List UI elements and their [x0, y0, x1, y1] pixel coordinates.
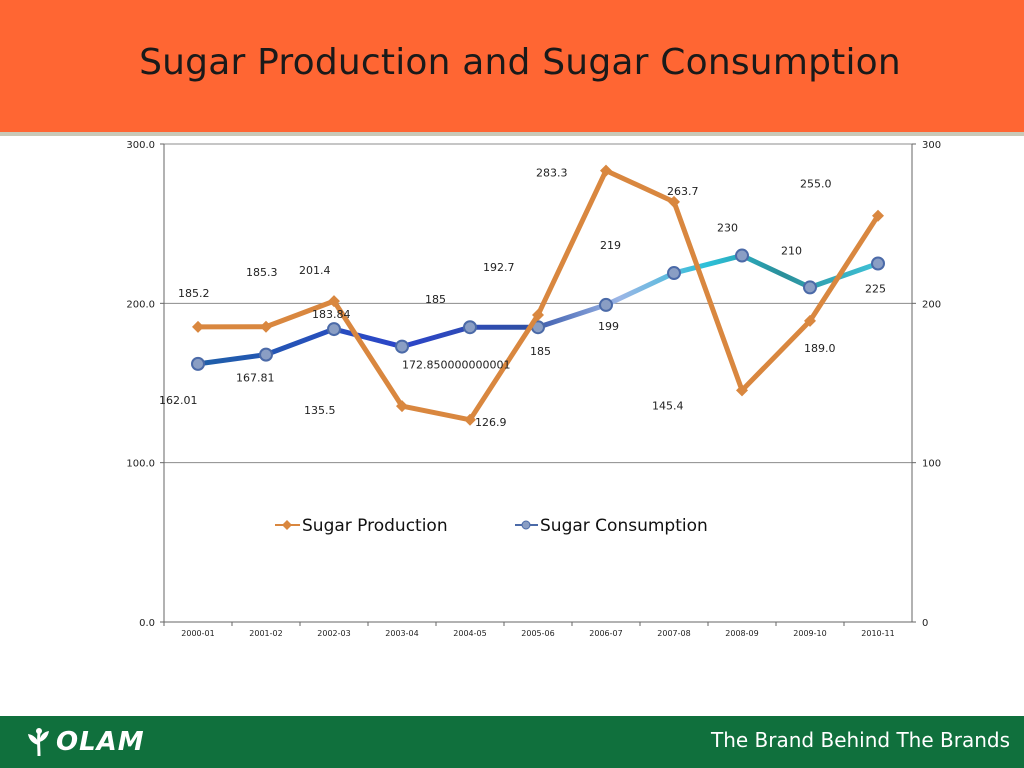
production-data-label: 145.4	[652, 399, 684, 412]
y-left-tick-label: 300.0	[126, 140, 155, 151]
consumption-data-label: 185	[425, 293, 446, 306]
consumption-point	[667, 266, 681, 281]
data-labels: 185.2 185.3 201.4 135.5 126.9 192.7 283.3 263.7…	[159, 167, 886, 429]
legend-production-marker	[282, 520, 292, 530]
production-data-label: 263.7	[667, 185, 699, 198]
production-point	[464, 413, 476, 426]
consumption-point	[191, 356, 205, 371]
legend-consumption-label: Sugar Consumption	[540, 516, 708, 536]
y-left-tick-label: 0.0	[139, 618, 155, 629]
consumption-data-label: 230	[717, 222, 738, 235]
consumption-point	[327, 322, 341, 337]
consumption-point	[803, 280, 817, 295]
x-tick-label: 2001-02	[249, 629, 282, 638]
logo-text: OLAM	[56, 727, 145, 757]
legend-consumption-marker	[521, 520, 531, 530]
production-point	[260, 320, 272, 333]
production-data-label: 185.2	[178, 287, 210, 300]
consumption-point	[259, 347, 273, 362]
production-point	[804, 314, 816, 327]
x-tick-label: 2004-05	[453, 629, 486, 638]
production-point	[736, 384, 748, 397]
production-data-label: 201.4	[299, 264, 331, 277]
grid-lines	[164, 143, 912, 464]
consumption-data-label: 225	[865, 283, 886, 296]
tagline: The Brand Behind The Brands	[710, 728, 1010, 752]
legend: Sugar Production Sugar Consumption	[275, 516, 708, 536]
production-data-label: 126.9	[475, 416, 507, 429]
legend-production-label: Sugar Production	[302, 516, 448, 536]
y-right-tick-label: 300	[922, 140, 941, 151]
production-line	[197, 168, 881, 423]
production-point	[668, 195, 680, 208]
consumption-data-label: 183.84	[312, 308, 351, 321]
y-right-tick-label: 0	[922, 618, 928, 629]
production-data-label: 283.3	[536, 167, 568, 180]
consumption-data-label: 162.01	[159, 394, 198, 407]
consumption-point	[463, 320, 477, 335]
consumption-point	[735, 248, 749, 263]
production-point	[328, 295, 340, 308]
x-tick-label: 2006-07	[589, 629, 622, 638]
x-tick-label: 2009-10	[793, 629, 826, 638]
production-point	[396, 400, 408, 413]
x-tick-label: 2002-03	[317, 629, 350, 638]
production-point	[192, 320, 204, 333]
consumption-data-label: 185	[530, 345, 551, 358]
consumption-point	[871, 256, 885, 271]
x-tick-label: 2003-04	[385, 629, 418, 638]
y-right-tick-label: 200	[922, 299, 941, 310]
consumption-point	[599, 297, 613, 312]
y-left-tick-label: 200.0	[126, 299, 155, 310]
line-chart: 0.0 0 100.0 100 200.0 200 300.0 300 2000-01 2001-…	[126, 140, 941, 638]
y-right-tick-label: 100	[922, 459, 941, 470]
title-bar: Sugar Production and Sugar Consumption	[0, 0, 1024, 136]
consumption-data-label: 172.850000000001	[402, 359, 510, 372]
leaf-icon	[28, 728, 49, 757]
slide-title: Sugar Production and Sugar Consumption	[139, 42, 901, 83]
production-data-label: 189.0	[804, 342, 836, 355]
x-tick-label: 2008-09	[725, 629, 758, 638]
consumption-data-label: 167.81	[236, 372, 275, 385]
consumption-data-label: 199	[598, 320, 619, 333]
consumption-data-label: 210	[781, 244, 802, 257]
olam-logo: OLAM	[26, 724, 145, 760]
production-data-label: 255.0	[800, 178, 832, 191]
production-point	[532, 308, 544, 321]
consumption-point	[395, 339, 409, 354]
x-tick-label: 2000-01	[181, 629, 214, 638]
axes: 0.0 0 100.0 100 200.0 200 300.0 300 2000-01 2001-…	[126, 140, 941, 638]
production-point	[872, 209, 884, 222]
footer-bar: OLAM The Brand Behind The Brands	[0, 716, 1024, 768]
production-data-label: 185.3	[246, 266, 278, 279]
production-point	[600, 164, 612, 177]
consumption-data-label: 219	[600, 239, 621, 252]
production-data-label: 192.7	[483, 261, 515, 274]
x-tick-label: 2007-08	[657, 629, 690, 638]
x-tick-label: 2010-11	[861, 629, 894, 638]
production-data-label: 135.5	[304, 404, 336, 417]
x-tick-label: 2005-06	[521, 629, 554, 638]
y-left-tick-label: 100.0	[126, 459, 155, 470]
series	[191, 164, 885, 426]
